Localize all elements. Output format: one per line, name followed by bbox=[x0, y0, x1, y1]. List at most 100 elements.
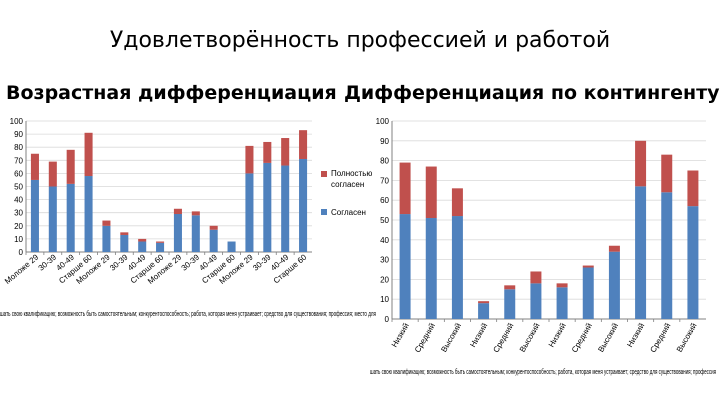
bar-contingent-fully-agree-4 bbox=[504, 285, 516, 290]
y-tick-label: 80 bbox=[14, 143, 23, 152]
y-tick-label: 30 bbox=[14, 209, 23, 218]
category-label: Низкий bbox=[547, 322, 568, 349]
y-tick-label: 40 bbox=[380, 236, 389, 245]
category-label: Высокий bbox=[518, 322, 542, 354]
legend-label-fully-agree: Полностью согласен bbox=[331, 169, 372, 189]
y-tick-label: 70 bbox=[14, 156, 23, 165]
bar-age-agree-13 bbox=[263, 162, 272, 252]
bar-age-fully-agree-4 bbox=[102, 220, 111, 226]
category-label: Низкий bbox=[625, 322, 646, 349]
bar-contingent-agree-2 bbox=[451, 216, 463, 319]
bar-age-agree-1 bbox=[48, 186, 57, 252]
bar-age-fully-agree-13 bbox=[263, 141, 272, 163]
y-tick-label: 50 bbox=[14, 183, 23, 192]
bar-age-fully-agree-7 bbox=[156, 241, 165, 243]
bar-contingent-agree-3 bbox=[478, 303, 490, 319]
bar-contingent-fully-agree-10 bbox=[661, 154, 673, 193]
bar-age-fully-agree-10 bbox=[209, 225, 218, 230]
category-label: Средний bbox=[648, 322, 672, 355]
legend-swatch-agree bbox=[321, 209, 327, 215]
bar-contingent-agree-0 bbox=[399, 214, 411, 319]
y-tick-label: 20 bbox=[380, 275, 389, 284]
category-label: Низкий bbox=[390, 322, 411, 349]
legend-swatch-fully-agree bbox=[321, 171, 327, 177]
y-tick-label: 20 bbox=[14, 222, 23, 231]
bar-contingent-fully-agree-9 bbox=[635, 140, 647, 187]
bar-age-agree-12 bbox=[245, 173, 254, 252]
left-chart-subtitle: Возрастная дифференциация bbox=[6, 82, 337, 104]
bar-age-fully-agree-5 bbox=[120, 232, 129, 235]
category-label: Высокий bbox=[675, 322, 699, 354]
bar-contingent-agree-1 bbox=[425, 218, 437, 319]
bar-age-agree-7 bbox=[156, 242, 165, 252]
y-tick-label: 10 bbox=[380, 295, 389, 304]
y-tick-label: 60 bbox=[380, 196, 389, 205]
category-label: Средний bbox=[413, 322, 437, 355]
y-tick-label: 10 bbox=[14, 235, 23, 244]
bar-age-agree-5 bbox=[120, 234, 129, 252]
bar-age-agree-4 bbox=[102, 225, 111, 252]
bar-contingent-agree-11 bbox=[687, 206, 699, 319]
bar-contingent-fully-agree-3 bbox=[478, 301, 490, 304]
group-labels: шать свою квалификацию; возможность быть… bbox=[370, 368, 716, 376]
y-tick-label: 50 bbox=[380, 216, 389, 225]
y-tick-label: 70 bbox=[380, 176, 389, 185]
y-tick-label: 30 bbox=[380, 256, 389, 265]
bar-age-fully-agree-15 bbox=[299, 130, 308, 159]
bar-age-agree-11 bbox=[227, 241, 236, 252]
category-label: Средний bbox=[491, 322, 515, 355]
y-tick-label: 100 bbox=[10, 117, 24, 126]
y-tick-label: 60 bbox=[14, 169, 23, 178]
bar-age-agree-0 bbox=[30, 179, 39, 252]
bar-contingent-agree-5 bbox=[530, 283, 542, 319]
bar-age-fully-agree-1 bbox=[48, 161, 57, 187]
y-tick-label: 90 bbox=[14, 130, 23, 139]
bar-age-agree-3 bbox=[84, 176, 93, 252]
bar-contingent-fully-agree-6 bbox=[556, 283, 568, 288]
bar-age-agree-6 bbox=[138, 241, 147, 252]
y-tick-label: 0 bbox=[19, 248, 24, 257]
bar-age-fully-agree-2 bbox=[66, 149, 75, 184]
category-label: Высокий bbox=[596, 322, 620, 354]
y-tick-label: 0 bbox=[385, 315, 390, 324]
bar-contingent-fully-agree-5 bbox=[530, 271, 542, 284]
bar-age-fully-agree-8 bbox=[173, 208, 182, 215]
bar-age-agree-2 bbox=[66, 183, 75, 252]
bar-contingent-fully-agree-1 bbox=[425, 166, 437, 219]
right-chart-subtitle: Дифференциация по контингенту bbox=[344, 82, 720, 104]
bar-contingent-agree-4 bbox=[504, 289, 516, 319]
category-label: Высокий bbox=[439, 322, 463, 354]
bar-age-fully-agree-6 bbox=[138, 238, 147, 242]
bar-age-agree-10 bbox=[209, 229, 218, 252]
bar-contingent-fully-agree-8 bbox=[608, 245, 620, 252]
bar-age-fully-agree-0 bbox=[30, 153, 39, 180]
group-labels: шать свою квалификацию; возможность быть… bbox=[0, 310, 376, 318]
y-tick-label: 90 bbox=[380, 137, 389, 146]
y-tick-label: 80 bbox=[380, 157, 389, 166]
bar-age-fully-agree-9 bbox=[191, 211, 200, 216]
bar-contingent-fully-agree-11 bbox=[687, 170, 699, 207]
bar-age-fully-agree-12 bbox=[245, 145, 254, 174]
bar-age-fully-agree-3 bbox=[84, 132, 93, 177]
bar-contingent-agree-8 bbox=[608, 251, 620, 319]
bar-contingent-agree-7 bbox=[582, 267, 594, 319]
bar-age-agree-9 bbox=[191, 215, 200, 252]
bar-age-fully-agree-14 bbox=[281, 138, 290, 166]
bar-contingent-fully-agree-0 bbox=[399, 162, 411, 215]
slide-title: Удовлетворённость профессией и работой bbox=[109, 28, 611, 53]
bar-age-agree-15 bbox=[299, 158, 308, 252]
legend-label-agree: Согласен bbox=[331, 208, 366, 217]
bar-contingent-agree-10 bbox=[661, 192, 673, 319]
bar-contingent-fully-agree-7 bbox=[582, 265, 594, 268]
y-tick-label: 100 bbox=[376, 117, 390, 126]
bar-contingent-agree-9 bbox=[635, 186, 647, 319]
category-label: Низкий bbox=[468, 322, 489, 349]
bar-contingent-agree-6 bbox=[556, 287, 568, 319]
bar-contingent-fully-agree-2 bbox=[451, 188, 463, 217]
category-label: Средний bbox=[570, 322, 594, 355]
bar-age-agree-8 bbox=[173, 214, 182, 252]
bar-age-agree-14 bbox=[281, 165, 290, 252]
y-tick-label: 40 bbox=[14, 196, 23, 205]
